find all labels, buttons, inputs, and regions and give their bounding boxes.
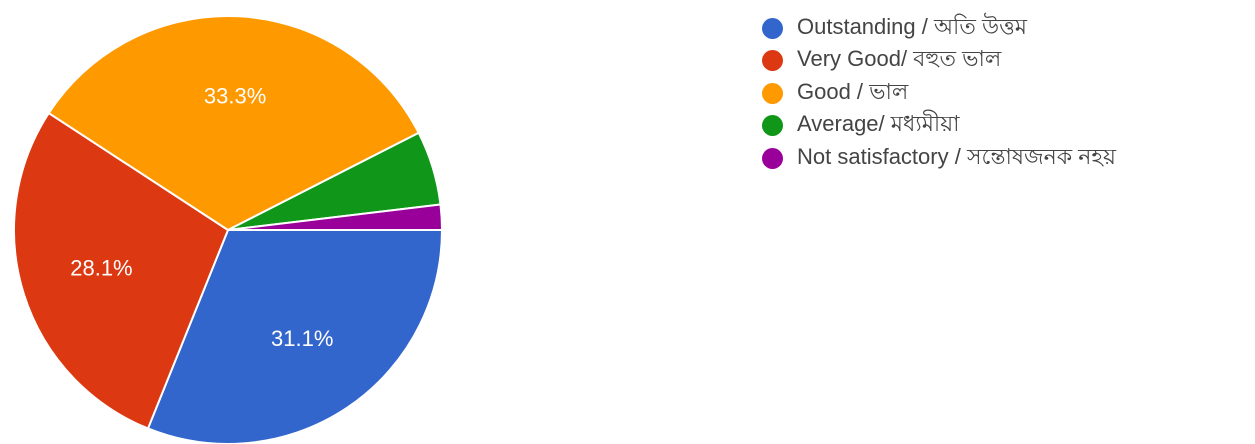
legend-item-3[interactable]: Average/ মধ্যমীয়া bbox=[762, 110, 1116, 143]
legend-item-2[interactable]: Good / ভাল bbox=[762, 77, 1116, 110]
legend-item-0[interactable]: Outstanding / অতি উত্তম bbox=[762, 12, 1116, 45]
legend-item-4[interactable]: Not satisfactory / সন্তোষজনক নহয় bbox=[762, 142, 1116, 175]
pie-slice-1[interactable] bbox=[13, 111, 230, 430]
legend-label: Very Good/ বহুত ভাল bbox=[797, 46, 1002, 72]
legend-label: Average/ মধ্যমীয়া bbox=[797, 111, 960, 137]
legend-label: Outstanding / অতি উত্তম bbox=[797, 13, 1028, 39]
slice-data-label-1: 28.1% bbox=[70, 256, 132, 281]
legend: Outstanding / অতি উত্তম Very Good/ বহুত ভ… bbox=[762, 12, 1116, 175]
legend-item-1[interactable]: Very Good/ বহুত ভাল bbox=[762, 45, 1116, 78]
pie-slice-0[interactable] bbox=[146, 229, 444, 444]
legend-label: Good / ভাল bbox=[797, 78, 909, 104]
legend-swatch-icon bbox=[762, 82, 783, 104]
pie-slice-4[interactable] bbox=[227, 203, 444, 231]
pie-slice-2[interactable] bbox=[47, 15, 421, 232]
legend-swatch-icon bbox=[762, 17, 783, 39]
slice-data-label-2: 33.3% bbox=[204, 83, 266, 108]
legend-label: Not satisfactory / সন্তোষজনক নহয় bbox=[797, 143, 1116, 169]
legend-swatch-icon bbox=[762, 115, 783, 137]
pie-plot-area: 31.1% 28.1% 33.3% bbox=[13, 15, 444, 444]
slice-data-label-0: 31.1% bbox=[271, 326, 333, 351]
legend-swatch-icon bbox=[762, 147, 783, 169]
legend-swatch-icon bbox=[762, 50, 783, 72]
